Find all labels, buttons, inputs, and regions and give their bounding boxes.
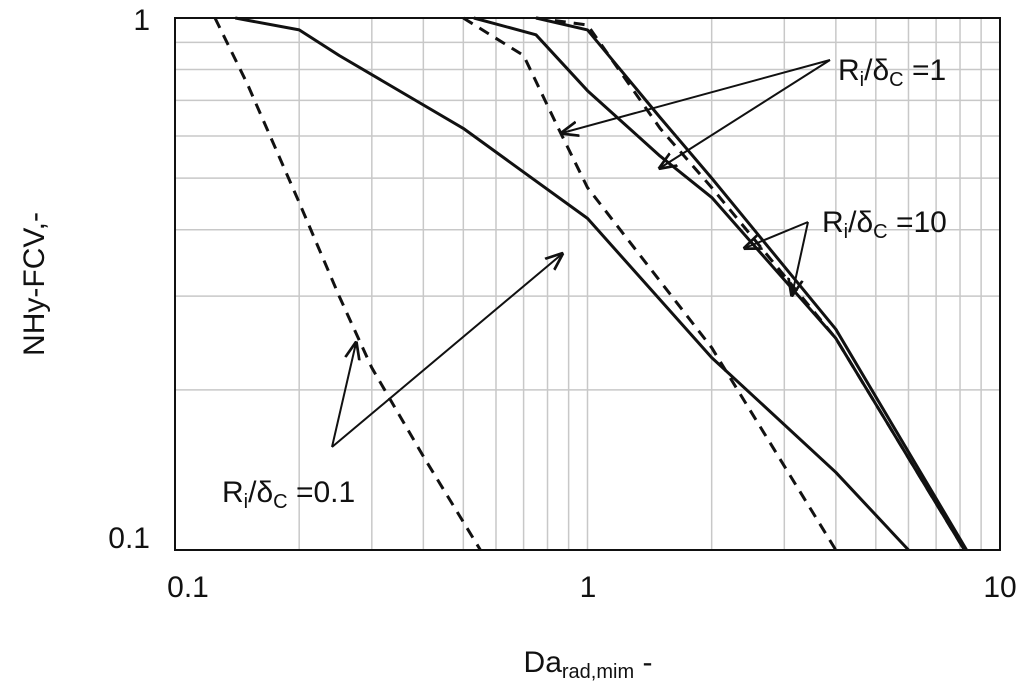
series-line-0-solid — [235, 16, 910, 552]
annotation-ri-dc-0-1: Ri/δC =0.1 — [222, 476, 355, 513]
grid-lines — [175, 18, 1000, 550]
y-axis-title: NHy-FCV,- — [18, 212, 51, 356]
series-line-3-dashed — [462, 16, 838, 551]
plot-frame — [174, 17, 1001, 551]
series-line-1-dashed — [213, 17, 482, 551]
annotation-ri-dc-10: Ri/δC =10 — [822, 206, 947, 243]
x-axis-title-sub: rad,mim — [562, 661, 634, 683]
series-line-5-dashed — [535, 16, 966, 551]
y-tick-label-1: 1 — [133, 4, 150, 37]
series-layer — [213, 16, 968, 552]
x-axis-title: Darad,mim - — [524, 646, 653, 683]
x-axis-title-suffix: - — [634, 646, 652, 679]
x-tick-label-1: 1 — [580, 571, 597, 604]
x-axis-title-main: Da — [524, 646, 563, 679]
arrow-ri-dc-1-a — [562, 59, 831, 133]
x-tick-label-0-1: 0.1 — [167, 571, 209, 604]
annotation-arrows — [331, 59, 831, 448]
arrow-ri-dc-1-b — [660, 59, 831, 168]
y-tick-label-0-1: 0.1 — [108, 522, 150, 555]
x-tick-label-10: 10 — [983, 571, 1016, 604]
arrow-ri-dc-0-1-b — [331, 254, 562, 448]
arrow-ri-dc-10-a — [745, 221, 809, 248]
arrow-ri-dc-0-1-a — [331, 343, 356, 448]
annotation-ri-dc-1: Ri/δC =1 — [838, 54, 946, 91]
arrow-ri-dc-10-b — [792, 221, 809, 295]
series-line-4-solid — [535, 16, 968, 551]
